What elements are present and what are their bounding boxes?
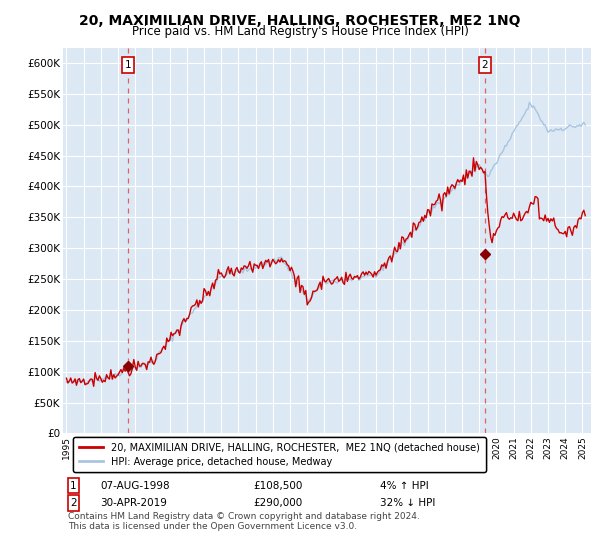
Text: 20, MAXIMILIAN DRIVE, HALLING, ROCHESTER, ME2 1NQ: 20, MAXIMILIAN DRIVE, HALLING, ROCHESTER… <box>79 14 521 28</box>
Text: 1: 1 <box>125 60 131 70</box>
Text: 1: 1 <box>70 480 77 491</box>
Text: £290,000: £290,000 <box>253 498 302 508</box>
Text: 32% ↓ HPI: 32% ↓ HPI <box>380 498 435 508</box>
Text: 2: 2 <box>70 498 77 508</box>
Text: Price paid vs. HM Land Registry's House Price Index (HPI): Price paid vs. HM Land Registry's House … <box>131 25 469 38</box>
Text: 07-AUG-1998: 07-AUG-1998 <box>100 480 170 491</box>
Legend: 20, MAXIMILIAN DRIVE, HALLING, ROCHESTER,  ME2 1NQ (detached house), HPI: Averag: 20, MAXIMILIAN DRIVE, HALLING, ROCHESTER… <box>73 437 486 473</box>
Text: 4% ↑ HPI: 4% ↑ HPI <box>380 480 428 491</box>
Text: Contains HM Land Registry data © Crown copyright and database right 2024.
This d: Contains HM Land Registry data © Crown c… <box>68 512 420 531</box>
Text: 30-APR-2019: 30-APR-2019 <box>100 498 167 508</box>
Text: £108,500: £108,500 <box>253 480 302 491</box>
Text: 2: 2 <box>482 60 488 70</box>
